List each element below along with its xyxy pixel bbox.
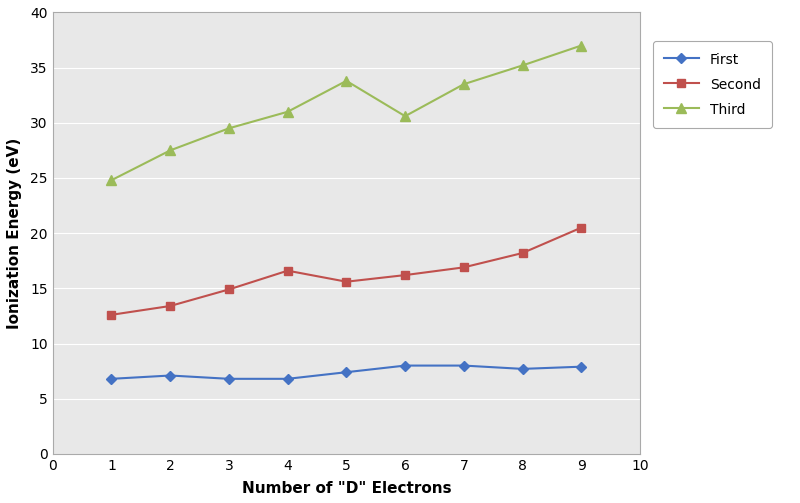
First [400, 363, 410, 369]
Second [283, 268, 293, 274]
Third [106, 177, 116, 183]
Legend: First, Second, Third: First, Second, Third [653, 41, 772, 128]
Second [459, 265, 469, 271]
Second [518, 250, 527, 256]
Second [342, 279, 351, 285]
Second [577, 225, 586, 231]
First [224, 376, 234, 382]
Y-axis label: Ionization Energy (eV): Ionization Energy (eV) [7, 137, 22, 329]
Third [224, 125, 234, 131]
Second [106, 312, 116, 318]
First [106, 376, 116, 382]
First [342, 369, 351, 375]
Second [166, 303, 175, 309]
First [283, 376, 293, 382]
First [518, 366, 527, 372]
Line: Third: Third [106, 41, 586, 185]
Second [224, 286, 234, 292]
Third [459, 81, 469, 87]
Third [283, 109, 293, 115]
Line: Second: Second [107, 223, 586, 319]
First [166, 373, 175, 379]
Third [166, 147, 175, 153]
Second [400, 272, 410, 278]
Third [577, 43, 586, 49]
Third [400, 113, 410, 119]
First [459, 363, 469, 369]
First [577, 364, 586, 370]
Line: First: First [108, 362, 585, 382]
Third [342, 78, 351, 84]
Third [518, 62, 527, 68]
X-axis label: Number of "D" Electrons: Number of "D" Electrons [242, 481, 451, 496]
